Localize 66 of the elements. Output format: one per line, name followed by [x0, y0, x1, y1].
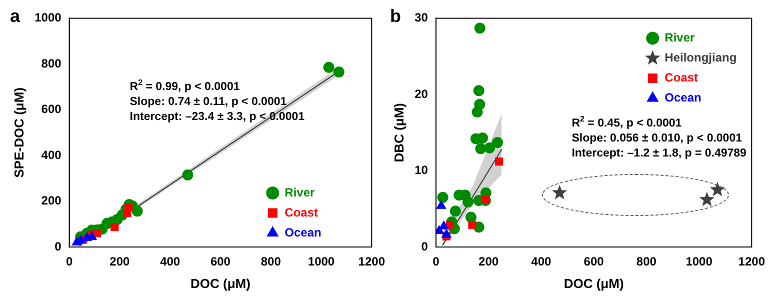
point [474, 22, 486, 34]
legend-label: Ocean [284, 225, 322, 240]
y-tick-label: 400 [41, 148, 62, 162]
point [465, 212, 476, 223]
legend-label: River [284, 185, 315, 200]
annotation: Intercept: –1.2 ± 1.8, p = 0.49789 [572, 148, 746, 160]
y-tick-label: 800 [41, 56, 62, 70]
point [439, 220, 449, 230]
point [475, 143, 486, 154]
point [468, 220, 476, 229]
x-axis-title: DOC (μM) [564, 276, 624, 291]
point [699, 192, 715, 206]
y-tick-label: 600 [41, 102, 62, 116]
point [323, 62, 334, 73]
point [484, 142, 496, 154]
x-tick-label: 1200 [358, 254, 386, 269]
x-tick-label: 0 [66, 254, 73, 269]
point [710, 182, 726, 196]
point [333, 66, 344, 78]
annotation: Slope: 0.74 ± 0.11, p < 0.0001 [130, 96, 288, 108]
legend-label: Coast [664, 70, 698, 85]
chart-title: a [10, 6, 21, 26]
x-tick-label: 0 [432, 254, 440, 269]
x-tick-label: 1200 [738, 254, 766, 269]
legend-label: Coast [284, 205, 318, 220]
x-tick-label: 600 [584, 254, 604, 269]
point [110, 223, 119, 232]
x-tick-label: 800 [636, 254, 657, 269]
y-tick-label: 200 [41, 194, 62, 208]
y-tick-label: 20 [414, 86, 428, 101]
annotation: Slope: 0.056 ± 0.010, p < 0.0001 [572, 132, 743, 145]
point [495, 158, 504, 166]
x-tick-label: 600 [210, 254, 231, 269]
x-tick-label: 400 [531, 254, 552, 269]
chart-title: b [390, 6, 401, 26]
point [182, 169, 194, 180]
x-tick-label: 1000 [308, 254, 335, 269]
x-tick-label: 400 [160, 254, 180, 269]
x-axis-title: DOC (μM) [190, 276, 250, 291]
point [473, 85, 484, 96]
point [450, 206, 461, 217]
x-tick-label: 1000 [686, 254, 713, 269]
point [442, 229, 452, 238]
y-axis-title: SPE-DOC (μM) [11, 87, 26, 178]
y-tick-label: 0 [54, 239, 62, 254]
point [123, 208, 132, 217]
x-tick-label: 200 [478, 254, 499, 269]
y-tick-label: 30 [414, 10, 428, 25]
point [436, 200, 446, 209]
x-tick-label: 800 [260, 254, 282, 269]
legend-label: Heilongjiang [664, 50, 737, 65]
point [462, 196, 474, 208]
x-tick-label: 200 [110, 254, 130, 269]
point [552, 184, 568, 200]
point [492, 137, 504, 148]
point [477, 132, 488, 144]
point [437, 192, 448, 203]
legend-label: River [664, 30, 695, 45]
y-tick-label: 0 [421, 239, 428, 254]
legend-label: Ocean [664, 90, 702, 105]
y-tick-label: 10 [414, 163, 428, 178]
point [436, 225, 444, 234]
annotation: Intercept: –23.4 ± 3.3, p < 0.0001 [130, 111, 306, 124]
y-tick-label: 1000 [34, 10, 62, 25]
point [472, 106, 483, 118]
y-axis-title: DBC (μM) [391, 102, 406, 162]
